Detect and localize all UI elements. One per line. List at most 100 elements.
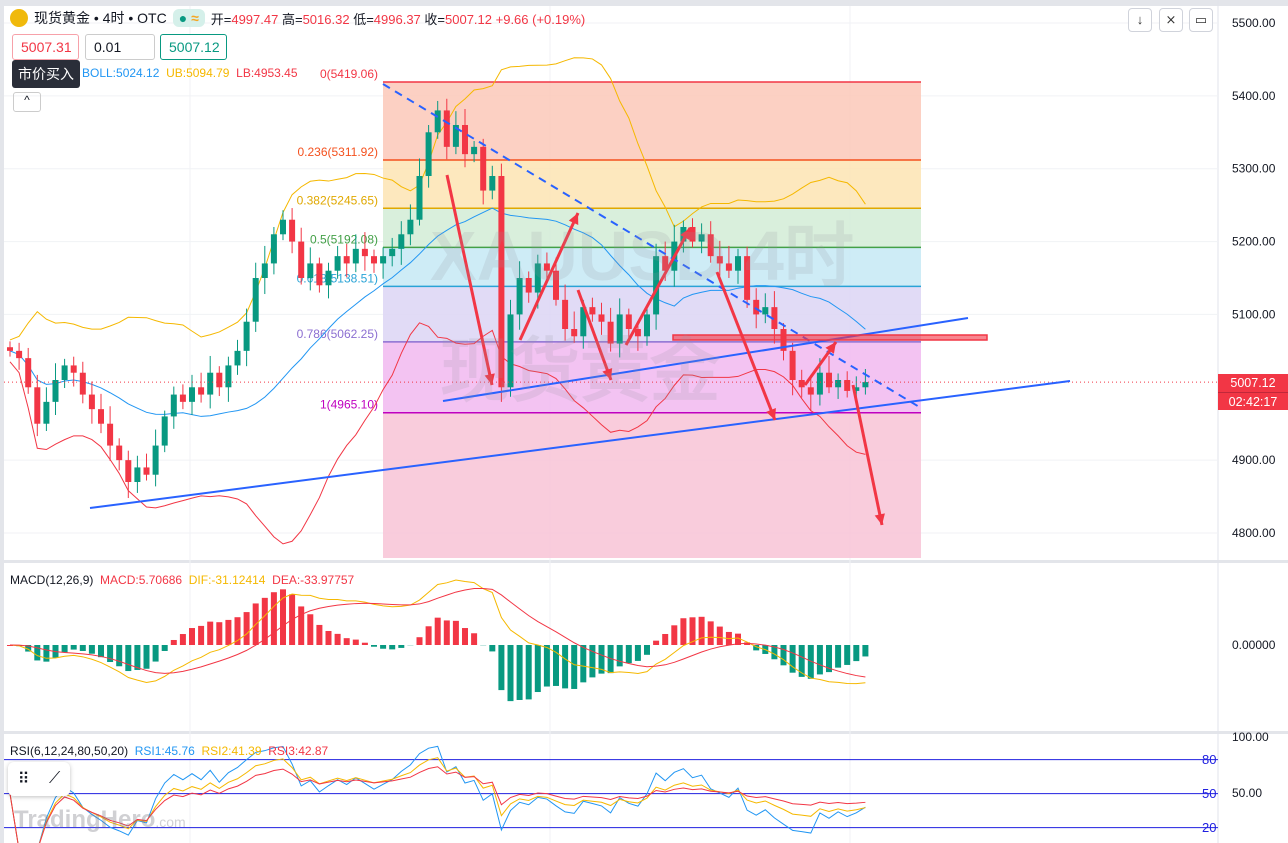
- fib-level-label: 0.786(5062.25): [297, 327, 378, 341]
- candle-body: [525, 278, 532, 293]
- left-border: [0, 0, 4, 843]
- pane-divider: [0, 560, 1288, 563]
- candle-body: [571, 329, 578, 337]
- quantity-input[interactable]: 0.01: [85, 34, 155, 60]
- macd-dif-line: [9, 579, 866, 685]
- candle-body: [161, 416, 168, 446]
- candle-body: [716, 256, 723, 264]
- macd-histogram-bar: [698, 616, 705, 645]
- candle-body: [771, 307, 778, 329]
- fib-level-label: 0.382(5245.65): [297, 193, 378, 207]
- candle-body: [170, 394, 177, 417]
- candle-body: [753, 299, 760, 315]
- fib-zone: [383, 208, 921, 248]
- symbol-title[interactable]: 现货黄金 • 4时 • OTC: [34, 10, 167, 26]
- candle-body: [334, 256, 341, 271]
- macd-histogram-bar: [107, 645, 114, 663]
- macd-histogram-bar: [616, 645, 623, 667]
- gold-coin-icon: [10, 9, 28, 27]
- fib-zone: [383, 412, 921, 558]
- macd-histogram-bar: [425, 626, 432, 645]
- candle-body: [25, 358, 32, 388]
- drawing-toolbar: ⠿ ⟋: [8, 762, 70, 796]
- support-trendline: [89, 380, 1071, 509]
- candle-body: [580, 307, 587, 337]
- rsi-line: [9, 745, 866, 843]
- candle-body: [725, 263, 732, 271]
- rsi-level-20: 20: [1202, 820, 1217, 835]
- macd-histogram-bar: [198, 625, 205, 645]
- macd-histogram-bar: [644, 645, 650, 655]
- macd-histogram-bar: [43, 645, 50, 662]
- macd-histogram-bar: [134, 645, 141, 670]
- candle-body: [34, 387, 41, 424]
- macd-histogram-bar: [398, 645, 405, 648]
- price-axis-label: 5300.00: [1232, 162, 1276, 176]
- macd-histogram-bar: [70, 645, 77, 650]
- candle-body: [598, 314, 605, 322]
- macd-histogram-bar: [343, 638, 350, 645]
- candle-body: [452, 125, 459, 147]
- macd-histogram-bar: [434, 617, 441, 645]
- candle-body: [553, 270, 559, 300]
- scroll-down-button[interactable]: ↓: [1128, 8, 1152, 32]
- macd-histogram-bar: [116, 645, 123, 667]
- candle-body: [361, 248, 368, 257]
- price-axis-label: 4900.00: [1232, 453, 1276, 467]
- candle-body: [844, 380, 851, 391]
- rsi-level-80: 80: [1202, 752, 1217, 767]
- candle-body: [807, 387, 814, 395]
- sell-price-button[interactable]: 5007.31: [12, 34, 79, 60]
- candle-body: [625, 314, 632, 329]
- arrow-shaft: [576, 289, 613, 381]
- candle-body: [52, 380, 59, 402]
- macd-histogram-bar: [325, 630, 332, 645]
- macd-histogram-bar: [270, 592, 277, 645]
- candle-body: [107, 423, 114, 446]
- macd-histogram-bar: [389, 645, 396, 650]
- macd-histogram-bar: [189, 628, 195, 645]
- macd-histogram-bar: [307, 614, 314, 645]
- macd-histogram-bar: [534, 645, 541, 693]
- trendline-tool-icon[interactable]: ⟋: [49, 770, 61, 787]
- fib-level-label: 1(4965.10): [320, 398, 378, 412]
- candle-body: [325, 270, 332, 286]
- fullscreen-button[interactable]: ▭: [1189, 8, 1213, 32]
- macd-histogram-bar: [443, 620, 450, 645]
- macd-histogram-bar: [753, 645, 760, 651]
- candle-body: [252, 278, 259, 322]
- watermark-symbol: XAUUSD 4时: [430, 217, 854, 295]
- candle-body: [152, 445, 159, 475]
- candle-body: [116, 445, 123, 461]
- arrow-shaft: [518, 212, 580, 341]
- arrow-shaft: [851, 384, 884, 526]
- current-price-badge: 5007.12: [1218, 374, 1288, 392]
- macd-histogram-bar: [234, 617, 241, 645]
- candle-body: [407, 219, 414, 235]
- macd-histogram-bar: [653, 640, 660, 645]
- candle-body: [471, 146, 478, 155]
- collapse-legend-button[interactable]: ^: [13, 92, 41, 112]
- candle-body: [489, 176, 496, 191]
- price-axis-label: 5500.00: [1232, 16, 1276, 30]
- candle-body: [480, 146, 487, 191]
- candle-body: [425, 132, 432, 176]
- candle-body: [43, 401, 50, 424]
- compress-button[interactable]: ⨯: [1159, 8, 1183, 32]
- arrow-shaft: [715, 271, 777, 421]
- drag-handle-icon[interactable]: ⠿: [17, 771, 30, 788]
- candle-body: [143, 467, 150, 475]
- macd-histogram-bar: [34, 645, 41, 661]
- macd-histogram-bar: [207, 621, 214, 645]
- macd-histogram-bar: [580, 645, 587, 683]
- candle-body: [707, 234, 714, 257]
- macd-histogram-bar: [525, 645, 532, 700]
- resistance-dashed-line: [382, 83, 922, 409]
- candle-body: [644, 314, 650, 337]
- macd-histogram-bar: [88, 645, 95, 654]
- buy-price-button[interactable]: 5007.12: [160, 34, 227, 60]
- macd-histogram-bar: [471, 633, 478, 645]
- price-axis-label: 5400.00: [1232, 89, 1276, 103]
- candle-body: [207, 372, 214, 395]
